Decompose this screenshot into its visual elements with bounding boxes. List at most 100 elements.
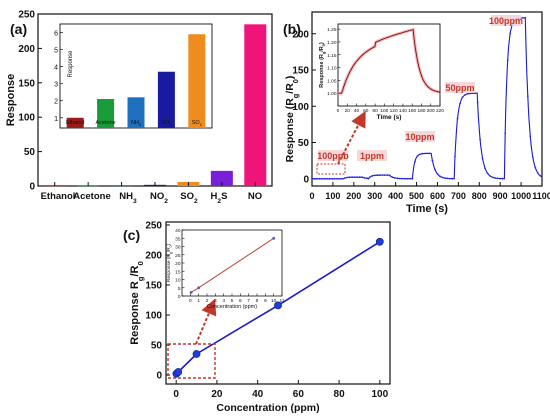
panel-c-inset-ytick-label: 35	[175, 236, 181, 242]
panel-a-inset-bar	[127, 97, 145, 128]
panel-b-series-point	[424, 152, 426, 155]
panel-b-series-point	[403, 177, 406, 180]
panel-b-series-point	[386, 174, 389, 177]
panel-b-series-point	[414, 160, 416, 163]
panel-b-inset-ylabel: Response (Rg/R0)	[319, 42, 326, 88]
panel-b-inset-xlabel: Time (s)	[377, 114, 402, 121]
panel-b-series-point	[439, 175, 441, 178]
panel-c-xtick-label: 80	[334, 389, 346, 400]
panel-c-inset-xtick-label: 8	[256, 298, 259, 304]
panel-b-series-point	[326, 177, 328, 180]
panel-b-series-point	[484, 167, 486, 170]
panel-b-series-point	[481, 157, 484, 160]
panel-b-series-point	[391, 176, 394, 179]
panel-b-series-point	[393, 177, 396, 179]
panel-a-category-label: Ethanol	[41, 191, 76, 202]
panel-b-inset-xtick-label: 60	[363, 108, 369, 114]
panel-a-inset-ytick-label: 6	[54, 31, 58, 38]
panel-b-series-point	[444, 177, 446, 180]
panel-b-series-point	[529, 135, 532, 138]
panel-b-pulse-label: 10ppm	[405, 132, 434, 142]
panel-b-series-point	[363, 177, 366, 179]
panel-c-frame	[165, 221, 391, 385]
panel-c-series-point	[192, 350, 201, 358]
panel-c-inset-xtick-label: 11	[280, 298, 285, 304]
panel-b-series-point	[348, 176, 351, 179]
panel-b-series-point	[429, 152, 431, 155]
panel-a-inset-category-label: SO2	[192, 120, 202, 127]
panel-b-series-point	[499, 177, 502, 180]
panel-b-series-point	[346, 176, 348, 179]
panel-c-inset-xtick-label: 7	[247, 298, 250, 304]
panel-b-series-point	[318, 177, 321, 180]
panel-b-xtick-label: 500	[409, 191, 424, 201]
panel-c-highlight-box	[167, 343, 216, 379]
panel-c-inset-ytick-label: 0	[178, 294, 181, 300]
panel-c-inset-xtick-label: 10	[271, 298, 277, 304]
panel-a-inset-category-label: NH3	[131, 120, 141, 127]
panel-c-inset-xtick-label: 0	[189, 298, 192, 304]
panel-a-ylabel: Response	[5, 74, 17, 127]
panel-b-series-point	[383, 174, 386, 177]
panel-a-ytick-label: 200	[18, 44, 35, 55]
panel-b-series-point	[411, 177, 414, 180]
panel-c-ytick-label: 100	[145, 311, 162, 322]
panel-b-pulse-label-bg	[357, 150, 387, 161]
panel-b-letter: (b)	[283, 21, 301, 37]
panel-b-series-point	[489, 175, 491, 177]
panel-b-series-point	[338, 177, 341, 180]
panel-a-inset-bar	[188, 34, 206, 128]
panel-b-pulse-label: 1ppm	[360, 151, 384, 161]
panel-b-pulse-label-bg	[318, 150, 348, 161]
panel-a-letter: (a)	[10, 21, 27, 37]
panel-a-bar	[244, 24, 267, 186]
panel-a-category-label: NO2	[150, 191, 168, 205]
panel-a-chart: (a)050100150200250ResponseEthanolAcetone…	[5, 10, 273, 205]
panel-c-inset-ytick-label: 40	[175, 228, 181, 234]
panel-b-series-point	[451, 177, 454, 180]
panel-c-xtick-label: 40	[252, 389, 264, 400]
panel-b-inset-xtick-label: 160	[408, 108, 416, 114]
panel-b-series-point	[539, 174, 542, 177]
panel-b-series-point	[459, 102, 461, 105]
panel-c-series-point	[174, 368, 183, 376]
panel-a-category-label: H2S	[211, 191, 228, 205]
panel-b-inset-xtick-label: 200	[427, 108, 435, 114]
panel-c-ytick-label: 50	[151, 341, 163, 352]
panel-b-inset-ytick-label: 1.10	[327, 66, 337, 72]
panel-b-zoom-arrow	[337, 110, 366, 165]
panel-c-inset-ylabel: Response (Rg/R0)	[166, 244, 173, 283]
panel-b-inset-xtick-label: 0	[337, 108, 340, 114]
panel-a-inset-category-label: Acetone	[96, 120, 116, 126]
panel-b-ytick-label: 100	[292, 102, 309, 113]
panel-c-inset-xtick-label: 2	[206, 298, 209, 304]
panel-a-ytick-label: 50	[24, 147, 36, 158]
panel-b-series-point	[431, 159, 434, 162]
panel-b-series-point	[501, 177, 504, 180]
panel-b-series-point	[441, 176, 444, 179]
panel-b-series-point	[494, 177, 497, 179]
panel-a-bar	[210, 170, 233, 186]
panel-c-xtick-label: 100	[371, 389, 388, 400]
panel-b-series-point	[491, 176, 494, 179]
panel-a-ytick-label: 150	[18, 78, 35, 89]
panel-a-category-label: NH3	[119, 191, 137, 205]
panel-b-inset-xtick-label: 120	[390, 108, 398, 114]
panel-b-series-point	[461, 96, 464, 99]
panel-b-series-point	[524, 16, 527, 19]
panel-c-ytick-label: 200	[145, 251, 162, 262]
panel-b-series-point	[336, 177, 338, 180]
panel-b-series-point	[466, 93, 469, 95]
panel-b-xtick-label: 800	[472, 191, 487, 201]
panel-b-series-point	[469, 92, 471, 95]
panel-b-series-point	[343, 177, 346, 180]
panel-b-series-point	[396, 177, 399, 180]
panel-a-inset-bar	[97, 99, 115, 128]
panel-b-series-point	[378, 174, 381, 177]
panel-c-inset-xtick-label: 3	[214, 298, 217, 304]
panel-b-series-point	[353, 176, 356, 179]
panel-b-series-point	[368, 176, 371, 179]
panel-b-inset-xtick-label: 100	[380, 108, 388, 114]
